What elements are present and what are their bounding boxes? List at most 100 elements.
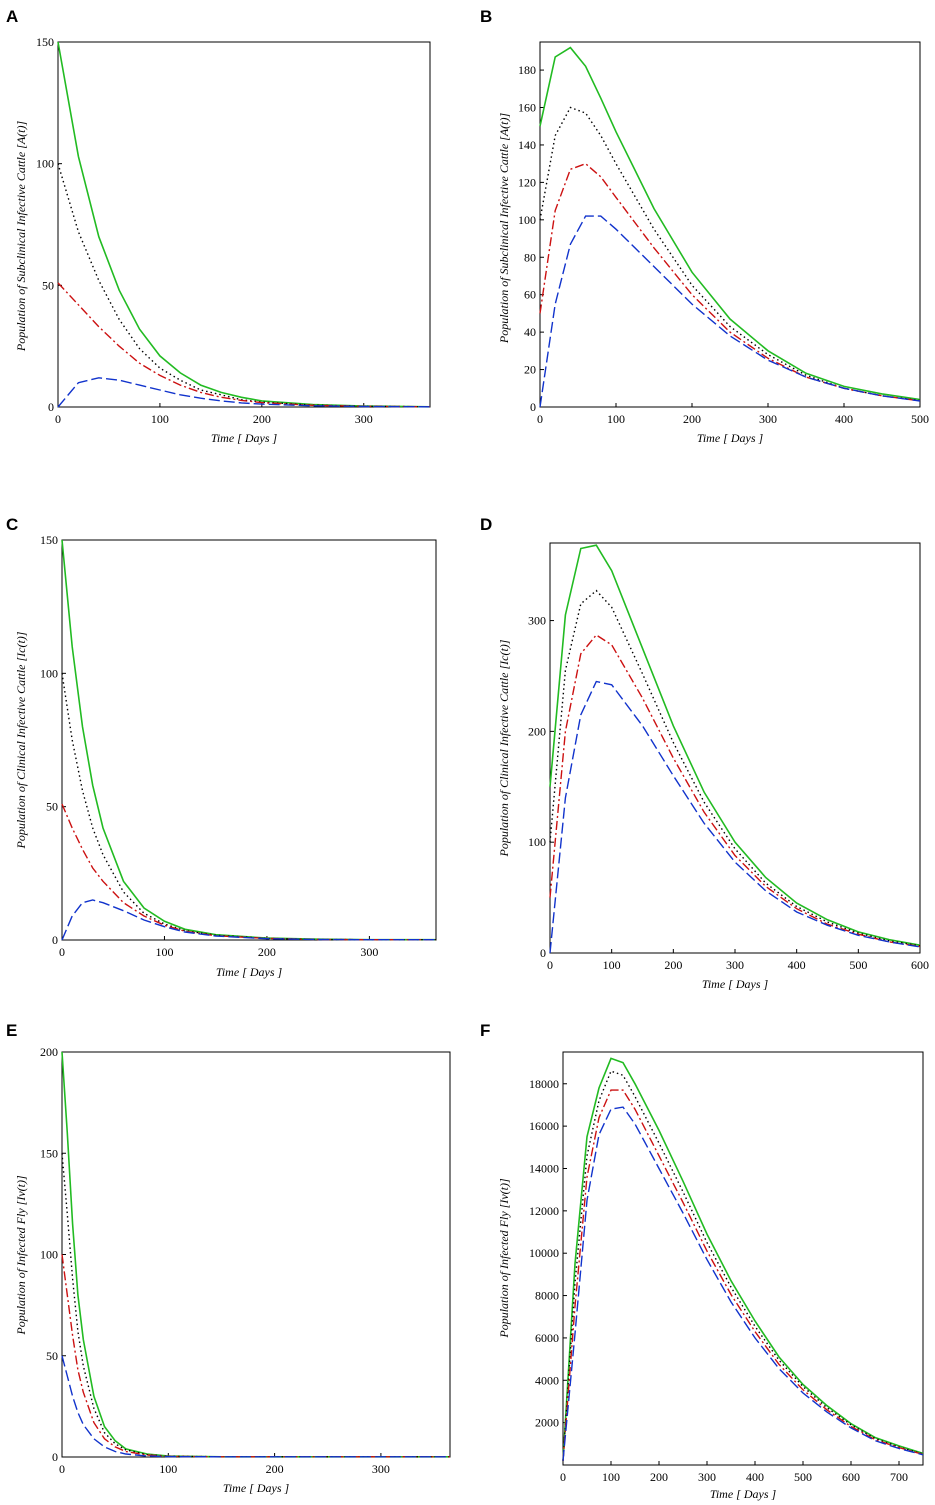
plot-frame-E (61, 1051, 451, 1458)
ticks-C: 0 100 200 300 0 50 100 150 (40, 533, 378, 959)
panel-letter-E: E (6, 1021, 17, 1040)
y-axis-title-D: Population of Clinical Infective Cattle … (497, 639, 511, 857)
series-line-D-green-solid (549, 544, 921, 946)
x-tick-label-C: 300 (360, 945, 378, 959)
panel-letter-F: F (480, 1021, 490, 1040)
series-D (549, 544, 921, 954)
y-tick-label-B: 0 (530, 400, 536, 414)
y-tick-label-B: 80 (524, 250, 536, 264)
y-tick-label-B: 160 (518, 101, 536, 115)
x-tick-label-C: 0 (59, 945, 65, 959)
x-tick-label-D: 300 (726, 958, 744, 972)
y-tick-label-B: 40 (524, 325, 536, 339)
series-C (61, 539, 436, 941)
x-tick-label-F: 0 (560, 1470, 566, 1484)
series-line-F-blue-dashed (562, 1106, 924, 1461)
x-axis-title-C: Time [ Days ] (216, 965, 283, 979)
y-tick-label-E: 0 (52, 1450, 58, 1464)
y-tick-label-F: 2000 (535, 1416, 559, 1430)
y-tick-label-F: 4000 (535, 1373, 559, 1387)
plot-frame-A (57, 41, 431, 408)
y-tick-label-E: 50 (46, 1349, 58, 1363)
x-tick-label-E: 300 (372, 1462, 390, 1476)
series-line-B-blue-dashed (539, 215, 921, 408)
plot-frame-C (61, 539, 437, 941)
x-axis-title-F: Time [ Days ] (710, 1487, 777, 1501)
x-tick-label-B: 500 (911, 412, 929, 426)
y-tick-label-D: 300 (528, 614, 546, 628)
panel-letter-B: B (480, 7, 492, 26)
y-tick-label-C: 150 (40, 533, 58, 547)
series-line-A-blue-dashed (57, 377, 431, 408)
panel-D: D 0 100 200 300 400 500 600 0 100 200 300 Time [ D… (480, 515, 929, 991)
y-tick-label-F: 18000 (529, 1077, 559, 1091)
y-tick-label-F: 16000 (529, 1119, 559, 1133)
x-tick-label-F: 500 (794, 1470, 812, 1484)
ticks-E: 0 100 200 300 0 50 100 150 200 (40, 1045, 390, 1476)
series-line-D-black-dotted (549, 589, 921, 947)
plot-frame-F (562, 1051, 924, 1466)
series-F (562, 1057, 924, 1461)
series-B (539, 46, 921, 408)
y-tick-label-B: 140 (518, 138, 536, 152)
panel-F: F 0 100 200 300 400 500 600 700 2000 4000 6000 8000… (480, 1021, 924, 1501)
series-line-E-red-dashdot (61, 1254, 450, 1458)
y-tick-label-F: 12000 (529, 1204, 559, 1218)
x-tick-label-F: 600 (842, 1470, 860, 1484)
series-line-C-blue-dashed (61, 899, 436, 941)
y-tick-label-E: 150 (40, 1146, 58, 1160)
x-tick-label-E: 0 (59, 1462, 65, 1476)
y-tick-label-F: 14000 (529, 1161, 559, 1175)
y-tick-label-C: 50 (46, 800, 58, 814)
x-tick-label-D: 600 (911, 958, 929, 972)
series-E (61, 1051, 450, 1458)
series-line-F-black-dotted (562, 1070, 924, 1461)
y-tick-label-B: 60 (524, 288, 536, 302)
y-tick-label-E: 200 (40, 1045, 58, 1059)
y-axis-title-C: Population of Clinical Infective Cattle … (14, 631, 28, 849)
x-tick-label-F: 100 (602, 1470, 620, 1484)
series-line-B-black-dotted (539, 106, 921, 402)
y-tick-label-D: 100 (528, 835, 546, 849)
plot-frame-D (549, 542, 921, 954)
y-tick-label-A: 50 (42, 278, 54, 292)
series-line-A-black-dotted (57, 163, 431, 408)
series-line-D-blue-dashed (549, 680, 921, 954)
series-line-F-red-dashdot (562, 1089, 924, 1461)
x-axis-title-E: Time [ Days ] (223, 1481, 290, 1495)
y-tick-label-F: 6000 (535, 1331, 559, 1345)
y-tick-label-F: 8000 (535, 1289, 559, 1303)
panel-A: A 0 100 200 300 0 50 100 150 Time [ Days ] Popu… (6, 7, 431, 445)
y-tick-label-B: 20 (524, 363, 536, 377)
ticks-F: 0 100 200 300 400 500 600 700 2000 4000 6000 8000 10… (529, 1077, 908, 1484)
panel-letter-A: A (6, 7, 18, 26)
x-axis-title-A: Time [ Days ] (211, 431, 278, 445)
y-tick-label-A: 100 (36, 157, 54, 171)
x-tick-label-A: 200 (253, 412, 271, 426)
y-tick-label-D: 0 (540, 946, 546, 960)
y-tick-label-D: 200 (528, 724, 546, 738)
x-tick-label-B: 300 (759, 412, 777, 426)
y-tick-label-B: 120 (518, 175, 536, 189)
ticks-B: 0 100 200 300 400 500 0 20 40 60 80 100 120 140 160 180 (518, 63, 929, 426)
x-axis-title-B: Time [ Days ] (697, 431, 764, 445)
plot-frame-B (539, 41, 921, 408)
series-line-F-green-solid (562, 1057, 924, 1461)
x-tick-label-A: 0 (55, 412, 61, 426)
x-tick-label-B: 0 (537, 412, 543, 426)
x-tick-label-B: 100 (607, 412, 625, 426)
panel-C: C 0 100 200 300 0 50 100 150 Time [ Days ] Popu… (6, 515, 437, 979)
panel-letter-D: D (480, 515, 492, 534)
x-tick-label-C: 100 (155, 945, 173, 959)
series-A (57, 41, 431, 408)
x-tick-label-B: 400 (835, 412, 853, 426)
x-axis-title-D: Time [ Days ] (702, 977, 769, 991)
x-tick-label-E: 100 (159, 1462, 177, 1476)
series-line-A-red-dashdot (57, 282, 431, 408)
y-tick-label-F: 10000 (529, 1246, 559, 1260)
panel-letter-C: C (6, 515, 18, 534)
y-tick-label-B: 100 (518, 213, 536, 227)
y-tick-label-A: 0 (48, 400, 54, 414)
y-tick-label-C: 100 (40, 666, 58, 680)
